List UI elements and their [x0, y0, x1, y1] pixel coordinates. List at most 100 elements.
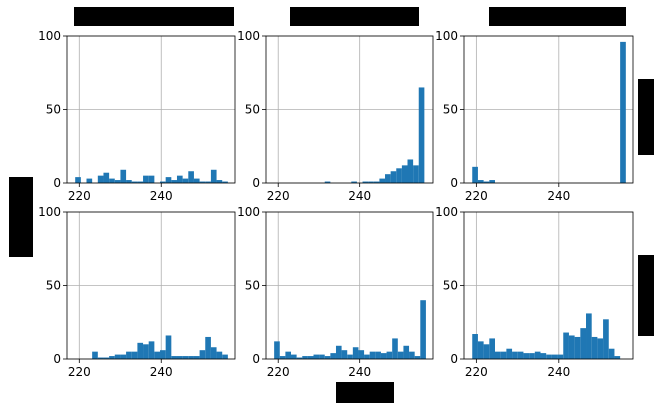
histogram-bar [401, 165, 408, 183]
histogram-bar [477, 180, 484, 183]
x-tick-label: 220 [68, 189, 91, 203]
histogram-bar [472, 334, 478, 359]
histogram-bar [403, 345, 410, 359]
redaction-block-left [9, 177, 33, 257]
histogram-bar [120, 169, 127, 183]
redaction-block-top-middle [290, 7, 419, 26]
histogram-bar [222, 181, 228, 183]
y-tick-label: 100 [237, 29, 260, 43]
y-tick-label: 100 [435, 29, 458, 43]
histogram-bar [483, 181, 490, 183]
histogram-bar [568, 335, 575, 359]
histogram-bar [324, 356, 331, 359]
histogram-bar [597, 338, 604, 359]
histogram-bar [210, 347, 217, 359]
histogram-bar [285, 351, 292, 359]
histogram-bar [375, 351, 381, 359]
y-tick-label: 100 [38, 29, 61, 43]
x-tick-label: 240 [348, 365, 371, 379]
histogram-bar [517, 351, 524, 359]
histogram-bar [313, 354, 320, 359]
panels-layer: 0 50 100 220 240 0 50 100 220 240 0 50 100 220 240 0 50 1… [38, 29, 634, 379]
histogram-bar [216, 180, 223, 183]
histogram-bar [489, 338, 495, 359]
histogram-bar [199, 181, 206, 183]
histogram-bar [608, 348, 615, 359]
histogram-bar [216, 351, 223, 359]
y-tick-label: 100 [435, 205, 458, 219]
histogram-bar [86, 178, 93, 183]
histogram-bar [274, 341, 280, 359]
histogram-bar [390, 171, 397, 183]
x-tick-label: 220 [465, 365, 488, 379]
histogram-bar [483, 344, 490, 359]
histogram-bar [148, 175, 155, 183]
histogram-bar [109, 178, 115, 183]
histogram-bar [307, 356, 314, 359]
histogram-bar [171, 356, 177, 359]
histogram-bar [319, 354, 325, 359]
y-tick-label: 50 [443, 103, 458, 117]
histogram-bar [551, 354, 558, 359]
redaction-block-bottom [336, 382, 394, 403]
histogram-bar [210, 169, 217, 183]
histogram-bar [368, 181, 374, 183]
histogram-bar [165, 177, 172, 183]
histogram-panel-6: 0 50 100 220 240 [435, 205, 634, 379]
histogram-bar [386, 351, 393, 359]
y-tick-label: 50 [245, 103, 260, 117]
histogram-bar [420, 300, 426, 359]
histogram-bar [143, 175, 149, 183]
histogram-bar [364, 354, 370, 359]
histogram-bar [114, 180, 121, 183]
histogram-bar [160, 350, 166, 359]
histogram-bar [126, 351, 132, 359]
histogram-bar [414, 356, 421, 359]
y-tick-label: 50 [443, 279, 458, 293]
x-tick-label: 240 [547, 189, 570, 203]
histogram-bar [114, 354, 121, 359]
histogram-bar [188, 356, 194, 359]
histogram-bar [529, 353, 535, 359]
x-tick-label: 220 [267, 189, 290, 203]
redaction-block-top-left [74, 7, 234, 26]
histogram-bar [126, 180, 132, 183]
histogram-bar [97, 175, 104, 183]
histogram-bar [222, 354, 228, 359]
y-tick-label: 0 [450, 352, 458, 366]
histogram-bar [512, 351, 518, 359]
y-tick-label: 50 [46, 279, 61, 293]
histogram-bar [160, 181, 166, 183]
histogram-bar [546, 354, 552, 359]
histogram-bar [500, 351, 507, 359]
histogram-bar [557, 354, 564, 359]
histogram-bar [137, 181, 144, 183]
histogram-bar [563, 332, 569, 359]
x-tick-label: 220 [68, 365, 91, 379]
histogram-bar [494, 351, 501, 359]
histogram-bar [614, 356, 621, 359]
histogram-bar [472, 166, 478, 183]
histogram-bar [397, 351, 404, 359]
histogram-bar [358, 350, 365, 359]
histogram-bar [131, 351, 138, 359]
histogram-bar [369, 351, 376, 359]
y-tick-label: 50 [245, 279, 260, 293]
y-tick-label: 0 [53, 352, 61, 366]
histogram-bar [347, 354, 353, 359]
histogram-bar [379, 178, 386, 183]
histogram-bar [534, 351, 541, 359]
histogram-bar [413, 165, 419, 183]
histogram-bar [489, 180, 495, 183]
histogram-bar [373, 181, 380, 183]
histogram-bar [131, 181, 138, 183]
histogram-bar [154, 351, 161, 359]
histogram-bar [193, 178, 200, 183]
y-tick-label: 0 [53, 176, 61, 190]
histogram-bar [477, 341, 484, 359]
redaction-block-right-lower [638, 255, 654, 336]
histogram-bar [620, 41, 626, 183]
histogram-bar [165, 335, 172, 359]
histogram-bar [193, 356, 200, 359]
